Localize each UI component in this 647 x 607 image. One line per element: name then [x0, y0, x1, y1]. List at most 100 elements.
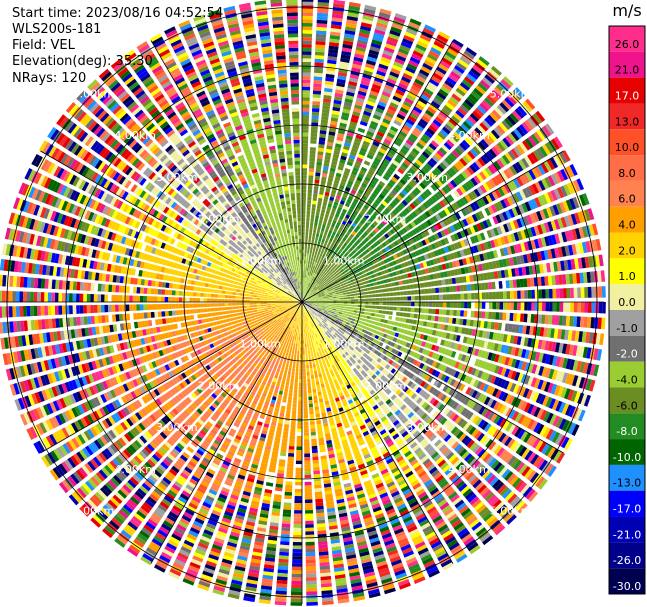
velocity-gate — [351, 170, 358, 176]
velocity-gate — [318, 137, 326, 142]
velocity-gate — [334, 213, 340, 218]
velocity-gate — [549, 302, 553, 312]
velocity-gate — [442, 302, 447, 308]
velocity-gate — [535, 439, 544, 451]
velocity-gate — [348, 176, 355, 183]
velocity-gate — [536, 129, 546, 141]
velocity-gate — [520, 242, 526, 252]
velocity-gate — [457, 107, 468, 116]
velocity-gate — [393, 297, 397, 301]
velocity-gate — [453, 293, 458, 300]
velocity-gate — [429, 217, 436, 225]
velocity-gate — [351, 63, 362, 70]
velocity-gate — [302, 157, 308, 162]
velocity-gate — [376, 196, 383, 203]
velocity-gate — [343, 304, 348, 307]
velocity-gate — [446, 254, 452, 261]
velocity-gate — [311, 272, 315, 277]
velocity-gate — [340, 211, 346, 217]
velocity-gate — [316, 523, 326, 528]
velocity-gate — [316, 26, 327, 32]
velocity-gate — [513, 302, 518, 311]
velocity-gate — [333, 236, 338, 241]
velocity-gate — [339, 184, 345, 190]
velocity-gate — [302, 90, 310, 94]
velocity-gate — [537, 314, 542, 324]
velocity-gate — [527, 153, 536, 165]
velocity-gate — [309, 261, 313, 265]
velocity-gate — [483, 97, 494, 107]
velocity-gate — [336, 221, 341, 227]
velocity-gate — [305, 347, 308, 351]
velocity-gate — [433, 379, 440, 387]
velocity-gate — [453, 131, 462, 140]
velocity-gate — [571, 330, 577, 342]
velocity-gate — [496, 377, 504, 387]
velocity-gate — [302, 291, 303, 296]
velocity-gate — [473, 201, 480, 210]
velocity-gate — [349, 151, 357, 157]
velocity-gate — [425, 199, 432, 207]
velocity-gate — [316, 161, 323, 166]
velocity-gate — [386, 195, 393, 202]
velocity-gate — [392, 337, 398, 343]
velocity-gate — [376, 183, 384, 190]
velocity-gate — [497, 187, 505, 197]
velocity-gate — [386, 278, 392, 283]
velocity-gate — [305, 285, 308, 290]
velocity-gate — [302, 93, 310, 98]
velocity-gate — [546, 327, 552, 338]
velocity-gate — [387, 330, 393, 335]
velocity-gate — [341, 50, 352, 56]
velocity-gate — [518, 267, 523, 276]
velocity-gate — [327, 52, 338, 58]
velocity-gate — [494, 107, 505, 118]
velocity-gate — [507, 357, 514, 367]
velocity-gate — [476, 339, 482, 347]
velocity-gate — [431, 329, 437, 336]
velocity-gate — [436, 338, 442, 345]
velocity-gate — [550, 248, 557, 259]
velocity-gate — [387, 244, 393, 250]
velocity-gate — [406, 313, 411, 318]
velocity-gate — [356, 268, 361, 273]
velocity-gate — [516, 336, 522, 346]
velocity-gate — [323, 272, 328, 276]
velocity-gate — [316, 362, 320, 368]
velocity-gate — [345, 286, 350, 290]
velocity-gate — [504, 453, 514, 464]
velocity-gate — [541, 144, 551, 156]
velocity-gate — [386, 152, 395, 159]
velocity-gate — [554, 342, 561, 353]
velocity-gate — [505, 422, 514, 432]
velocity-gate — [494, 144, 503, 154]
velocity-gate — [370, 359, 376, 365]
velocity-gate — [406, 284, 411, 290]
velocity-gate — [409, 319, 414, 324]
velocity-gate — [454, 326, 459, 333]
velocity-gate — [302, 54, 312, 59]
velocity-gate — [337, 277, 342, 281]
velocity-gate — [372, 35, 384, 43]
velocity-gate — [484, 282, 489, 290]
velocity-gate — [509, 475, 519, 486]
velocity-gate — [316, 16, 328, 21]
velocity-gate — [447, 325, 452, 332]
velocity-gate — [366, 130, 375, 137]
velocity-gate — [446, 226, 453, 234]
velocity-gate — [479, 79, 491, 90]
velocity-gate — [573, 302, 578, 313]
velocity-gate — [322, 276, 327, 280]
velocity-gate — [424, 229, 430, 237]
velocity-gate — [536, 326, 541, 337]
velocity-gate — [563, 260, 569, 271]
velocity-gate — [343, 171, 350, 177]
velocity-gate — [344, 257, 349, 262]
velocity-gate — [410, 382, 417, 390]
velocity-gate — [312, 309, 316, 313]
velocity-gate — [382, 293, 387, 297]
velocity-gate — [314, 495, 323, 500]
velocity-gate — [307, 249, 310, 254]
velocity-gate — [415, 408, 423, 416]
velocity-gate — [324, 84, 334, 89]
